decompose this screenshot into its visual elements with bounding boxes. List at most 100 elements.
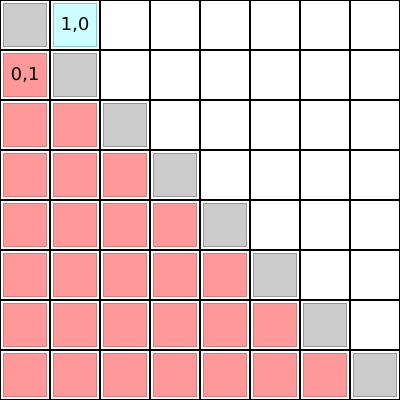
grid-cell[interactable] (50, 50, 100, 100)
diagonal-cell-fill (153, 153, 197, 197)
cell-label: 1,0 (60, 14, 90, 35)
lower-cell-fill: 0,1 (3, 53, 47, 97)
grid-cell[interactable] (0, 300, 50, 350)
grid-cell[interactable] (350, 0, 400, 50)
highlight-cell-fill: 1,0 (53, 3, 97, 47)
lower-cell-fill (53, 253, 97, 297)
lower-cell-fill (103, 253, 147, 297)
lower-cell-fill (203, 253, 247, 297)
lower-cell-fill (253, 303, 297, 347)
grid-cell[interactable] (0, 100, 50, 150)
lower-cell-fill (303, 353, 347, 397)
diagonal-cell-fill (353, 353, 397, 397)
grid-cell[interactable] (300, 250, 350, 300)
grid-cell[interactable] (100, 50, 150, 100)
lower-cell-fill (153, 203, 197, 247)
grid-cell[interactable] (250, 300, 300, 350)
grid-cell[interactable] (0, 0, 50, 50)
grid-cell[interactable] (300, 150, 350, 200)
grid-cell[interactable] (150, 300, 200, 350)
grid-cell[interactable] (100, 300, 150, 350)
grid-cell[interactable] (50, 300, 100, 350)
lower-cell-fill (53, 203, 97, 247)
grid-cell[interactable] (350, 350, 400, 400)
lower-cell-fill (3, 153, 47, 197)
lower-cell-fill (3, 303, 47, 347)
grid-cell[interactable] (250, 0, 300, 50)
grid-cell[interactable] (250, 350, 300, 400)
lower-cell-fill (103, 353, 147, 397)
diagonal-cell-fill (203, 203, 247, 247)
grid-cell[interactable] (50, 150, 100, 200)
grid-cell[interactable]: 1,0 (50, 0, 100, 50)
grid-cell[interactable] (350, 100, 400, 150)
grid-cell[interactable] (300, 50, 350, 100)
grid-cell[interactable] (250, 200, 300, 250)
grid-cell[interactable] (200, 150, 250, 200)
grid-cell[interactable] (200, 100, 250, 150)
lower-cell-fill (53, 303, 97, 347)
lower-cell-fill (203, 353, 247, 397)
grid-cell[interactable] (300, 0, 350, 50)
grid-cell[interactable] (100, 150, 150, 200)
grid-cell[interactable] (350, 300, 400, 350)
lower-cell-fill (103, 153, 147, 197)
grid-cell[interactable] (200, 350, 250, 400)
grid-cell[interactable] (50, 350, 100, 400)
grid-cell[interactable] (0, 150, 50, 200)
grid-cell[interactable] (150, 200, 200, 250)
lower-cell-fill (153, 253, 197, 297)
lower-cell-fill (53, 353, 97, 397)
grid-cell[interactable] (50, 250, 100, 300)
lower-cell-fill (3, 353, 47, 397)
grid-cell[interactable] (150, 250, 200, 300)
grid-cell[interactable] (100, 200, 150, 250)
diagonal-cell-fill (303, 303, 347, 347)
lower-cell-fill (53, 103, 97, 147)
diagonal-cell-fill (53, 53, 97, 97)
lower-cell-fill (203, 303, 247, 347)
grid-cell[interactable] (300, 200, 350, 250)
lower-cell-fill (103, 303, 147, 347)
grid-cell[interactable]: 0,1 (0, 50, 50, 100)
lower-cell-fill (53, 153, 97, 197)
grid-cell[interactable] (250, 250, 300, 300)
grid-cell[interactable] (100, 0, 150, 50)
grid-cell[interactable] (300, 300, 350, 350)
grid-cell[interactable] (150, 150, 200, 200)
grid-cell[interactable] (250, 100, 300, 150)
grid-cell[interactable] (350, 150, 400, 200)
grid-cell[interactable] (100, 250, 150, 300)
grid-cell[interactable] (150, 100, 200, 150)
grid-cell[interactable] (50, 200, 100, 250)
lower-cell-fill (153, 353, 197, 397)
grid-cell[interactable] (250, 50, 300, 100)
diagonal-cell-fill (253, 253, 297, 297)
lower-cell-fill (103, 203, 147, 247)
grid-cell[interactable] (100, 350, 150, 400)
grid-cell[interactable] (350, 200, 400, 250)
grid-cell[interactable] (200, 50, 250, 100)
grid-cell[interactable] (150, 50, 200, 100)
lower-cell-fill (3, 103, 47, 147)
grid-cell[interactable] (350, 50, 400, 100)
grid-cell[interactable] (50, 100, 100, 150)
grid-cell[interactable] (150, 350, 200, 400)
grid-cell[interactable] (300, 350, 350, 400)
grid-cell[interactable] (100, 100, 150, 150)
grid-cell[interactable] (250, 150, 300, 200)
grid-cell[interactable] (350, 250, 400, 300)
diagonal-cell-fill (103, 103, 147, 147)
grid-cell[interactable] (0, 250, 50, 300)
cell-label: 0,1 (10, 64, 40, 85)
grid-cell[interactable] (200, 0, 250, 50)
grid-cell[interactable] (200, 200, 250, 250)
grid-cell[interactable] (0, 200, 50, 250)
grid-cell[interactable] (200, 300, 250, 350)
grid-cell[interactable] (150, 0, 200, 50)
grid-cell[interactable] (200, 250, 250, 300)
grid-cell[interactable] (300, 100, 350, 150)
lower-cell-fill (253, 353, 297, 397)
grid-cell[interactable] (0, 350, 50, 400)
